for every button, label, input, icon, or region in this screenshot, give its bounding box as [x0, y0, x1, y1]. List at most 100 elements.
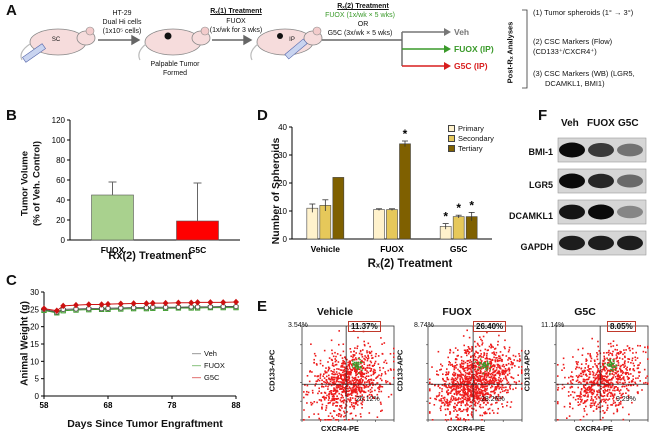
chart-d-ylabel: Number of Spheroids: [270, 137, 282, 245]
wb-label-lgr5: LGR5: [528, 180, 553, 190]
flow-g5c-ul: 11.14%: [541, 322, 565, 329]
chart-c-ytick-label-5: 25: [30, 305, 39, 314]
chart-b-xtick-label-fuox: FUOX: [101, 245, 125, 255]
chart-c-point-g5c-12: [175, 299, 182, 306]
legend-g5c: — G5C: [192, 372, 220, 382]
panel-label-c: C: [6, 272, 17, 289]
chart-c-legend: — Veh — FUOX — G5C: [192, 348, 225, 382]
flow-plots-svg: [300, 325, 649, 422]
chart-b-ylabel-2: (% of Veh. Control): [31, 141, 43, 226]
chart-b-xtick-label-g5c: G5C: [189, 245, 206, 255]
chart-c-point-g5c-6: [104, 300, 112, 308]
rx2-or: OR: [357, 21, 369, 28]
cells-line2: Dual Hi cells: [102, 19, 142, 26]
flow-fuox-ul: 8.74%: [414, 322, 434, 329]
chart-d-bar-fuox-primary: [373, 209, 385, 240]
chart-c-point-g5c-13: [188, 299, 195, 306]
chart-b-bar-g5c: [176, 220, 219, 241]
chart-d-ytick-label-1: 10: [278, 207, 287, 216]
arm-g5c-label: G5C (IP): [454, 61, 488, 71]
panel-d-svg: 0 10 20 30 40 Vehicle * FUOX * * * G5C: [278, 123, 492, 254]
chart-d-ytick-label-0: 0: [283, 235, 288, 244]
flow-vehicle-ur: 11.37%: [348, 321, 381, 332]
legend-g5c-label: G5C: [204, 372, 220, 382]
chart-c-point-g5c-11: [162, 299, 169, 307]
flow-fuox-xlabel: CXCR4-PE: [447, 424, 485, 433]
chart-d-bar-vehicle-primary: [306, 207, 319, 240]
chart-c-point-g5c-15: [207, 299, 214, 306]
chart-b-ytick-label-1: 20: [56, 216, 65, 225]
chart-d-xtick-label-vehicle: Vehicle: [311, 244, 341, 254]
chart-d-xtick-label-fuox: FUOX: [380, 244, 404, 254]
chart-c-ytick-label-3: 15: [30, 340, 39, 349]
flow-dots-2: [557, 337, 649, 421]
chart-b-xlabel: Rx(2) Treatment: [108, 250, 192, 262]
wb-label-dcamkl1: DCAMKL1: [509, 211, 553, 221]
flow-fuox-lr: 28.26%: [481, 396, 505, 403]
legend-fuox-label: FUOX: [204, 360, 225, 370]
mouse-sc-label: SC: [51, 37, 61, 43]
chart-b-ytick-label-2: 40: [56, 196, 65, 205]
legend-tertiary-label: Tertiary: [458, 144, 483, 153]
chart-c-ytick-label-2: 10: [30, 357, 39, 366]
wb-label-gapdh: GAPDH: [520, 242, 553, 252]
mouse-tumor-icon: [138, 26, 211, 61]
chart-c-ytick-label-0: 0: [35, 392, 40, 401]
chart-b-ytick-label-0: 0: [61, 236, 66, 245]
analysis2b: (CD133⁺/CXCR4⁺): [533, 47, 597, 56]
tumor-line2: Formed: [162, 70, 188, 77]
chart-c-ytick-label-6: 30: [30, 288, 39, 297]
wb-band-gapdh-lane-1: [588, 235, 614, 251]
chart-d-bar-g5c-secondary: [452, 216, 465, 240]
panel-c-svg: 0 5 10 15 20 25 30 58 68 78 88: [30, 288, 241, 410]
rx2-title: Rₓ(2) Treatment: [337, 3, 389, 10]
chart-b-ylabel-1: Tumor Volume: [19, 150, 31, 217]
wb-blot-svg: [557, 137, 647, 256]
chart-b-bar-fuox: [91, 194, 134, 241]
chart-d-sig-fuox-tertiary: *: [403, 127, 408, 141]
panel-label-b: B: [6, 107, 17, 124]
chart-d-sig-g5c-primary: *: [443, 210, 448, 224]
chart-c-point-g5c-5: [98, 301, 105, 308]
chart-d-bar-fuox-tertiary: [399, 143, 411, 240]
chart-c-xtick-label-2: 78: [168, 401, 177, 410]
wb-band-lgr5-lane-2: [617, 174, 643, 188]
flow-vehicle-ul: 3.54%: [288, 322, 308, 329]
wb-band-gapdh-lane-2: [617, 235, 643, 251]
cells-line1: HT-29: [112, 10, 132, 17]
analysis1: (1) Tumor spheroids (1° → 3°): [533, 8, 634, 17]
wb-band-gapdh-lane-0: [559, 235, 585, 251]
chart-d-legend: Primary Secondary Tertiary: [448, 124, 494, 153]
legend-secondary: Secondary: [448, 134, 494, 143]
flow-vehicle-lr: 26.12%: [356, 396, 380, 403]
chart-d-ytick-label-2: 20: [278, 179, 287, 188]
flow-plot-frame-2: [555, 325, 649, 421]
chart-b-ytick-label-6: 120: [52, 116, 66, 125]
chart-c-xtick-label-3: 88: [232, 401, 241, 410]
arm-arrows: [402, 28, 451, 70]
flow-title-g5c: G5C: [574, 306, 596, 318]
panel-label-e: E: [257, 298, 268, 315]
chart-d-bar-fuox-secondary: [386, 209, 398, 240]
chart-b-ytick-label-3: 60: [56, 176, 65, 185]
arm-veh-label: Veh: [454, 27, 470, 37]
flow-g5c-ylabel: CD133-APC: [522, 349, 532, 392]
chart-b-ytick-label-5: 100: [52, 136, 66, 145]
flow-title-fuox: FUOX: [442, 306, 472, 318]
wb-lane-g5c: G5C: [618, 118, 639, 129]
chart-c-xtick-label-1: 68: [104, 401, 113, 410]
chart-c-ylabel: Animal Weight (g): [19, 301, 31, 386]
wb-label-bmi1: BMI-1: [528, 147, 554, 157]
legend-secondary-label: Secondary: [458, 134, 494, 143]
chart-c-ytick-label-4: 20: [30, 323, 39, 332]
tumor-line1: Palpable Tumor: [150, 61, 200, 68]
wb-band-dcamkl1-lane-1: [588, 204, 614, 220]
post-rx-label: Post-Rₓ Analyses: [505, 21, 515, 84]
mouse-sc-icon: [20, 26, 96, 63]
chart-c-point-g5c-14: [194, 299, 201, 306]
wb-band-lgr5-lane-0: [559, 173, 585, 189]
chart-d-xtick-label-g5c: G5C: [450, 244, 467, 254]
chart-c-point-g5c-1: [53, 307, 60, 314]
chart-d-bar-vehicle-tertiary: [332, 177, 345, 240]
wb-lane-fuox: FUOX: [587, 118, 615, 129]
